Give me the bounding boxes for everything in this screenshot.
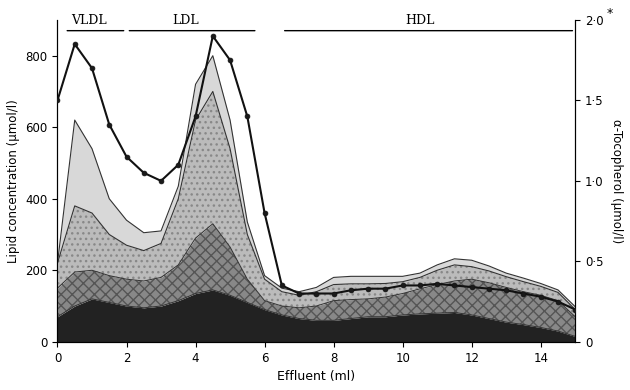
Y-axis label: Lipid concentration (μmol/l): Lipid concentration (μmol/l) [7, 99, 20, 263]
Text: *: * [606, 7, 612, 20]
Text: LDL: LDL [172, 14, 198, 27]
Y-axis label: α-Tocopherol (μmol/l): α-Tocopherol (μmol/l) [610, 119, 623, 243]
X-axis label: Effluent (ml): Effluent (ml) [277, 370, 355, 383]
Text: VLDL: VLDL [71, 14, 106, 27]
Text: HDL: HDL [405, 14, 435, 27]
